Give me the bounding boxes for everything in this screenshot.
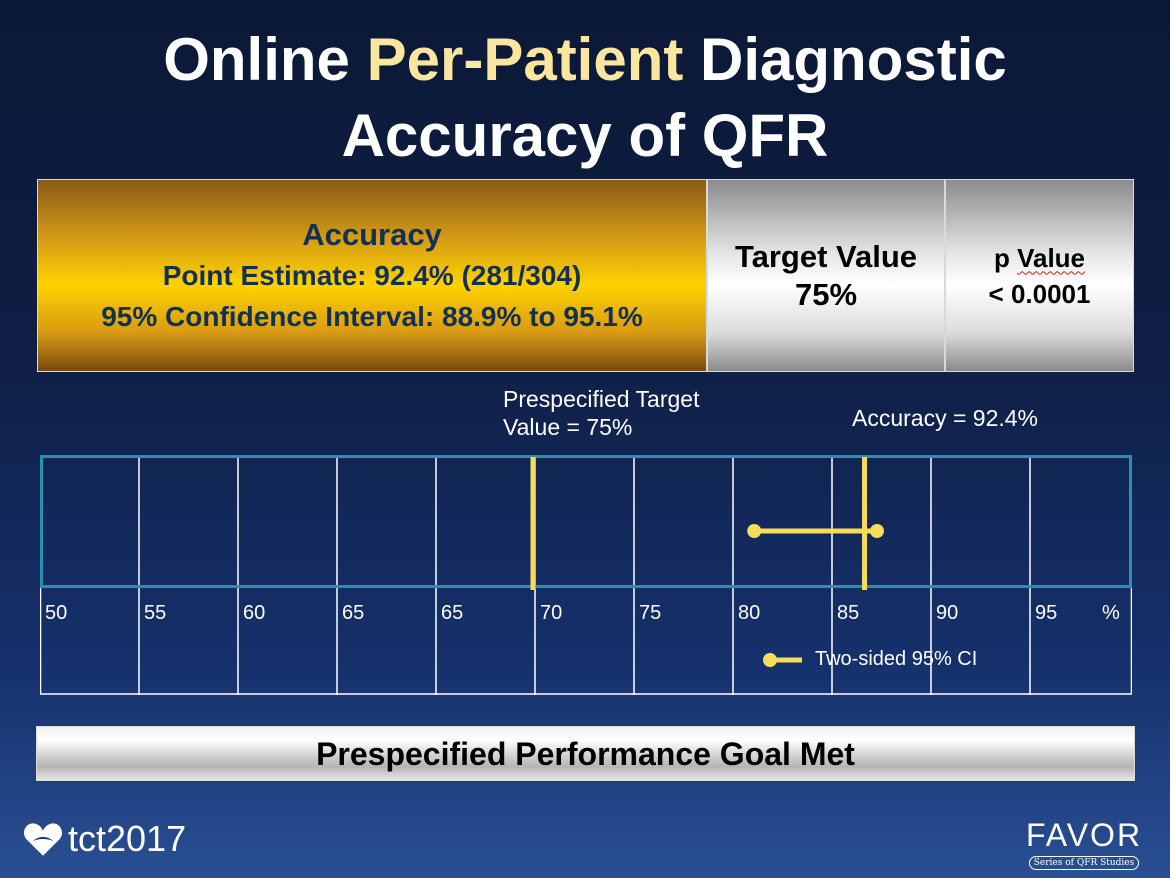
ci-high-point: [869, 524, 884, 538]
p-value-word: Value: [1017, 242, 1086, 273]
accuracy-annotation: Accuracy = 92.4%: [852, 405, 1039, 431]
p-value-number: < 0.0001: [988, 278, 1091, 309]
favor-logo-subtitle: Series of QFR Studies: [1028, 856, 1140, 870]
x-tick-label: 85: [837, 602, 860, 624]
x-tick-label: 95: [1035, 602, 1058, 624]
x-tick-label: 80: [738, 602, 761, 624]
accuracy-box: Accuracy Point Estimate: 92.4% (281/304)…: [37, 179, 707, 372]
confidence-interval-text: 95% Confidence Interval: 88.9% to 95.1%: [101, 301, 643, 332]
x-tick-label: 50: [45, 602, 68, 624]
title-highlight: Per-Patient: [366, 26, 684, 93]
target-value-label: Target Value: [734, 238, 918, 274]
ci-low-point: [747, 524, 762, 538]
title-line2: Accuracy of QFR: [341, 102, 829, 169]
favor-logo: FAVOR Series of QFR Studies: [1022, 818, 1146, 870]
x-tick-label: 70: [540, 602, 563, 624]
forest-plot: [40, 455, 1132, 695]
x-tick-label: 90: [936, 602, 959, 624]
target-annotation: Prespecified Target Value = 75%: [503, 385, 699, 441]
legend-ci-point: [763, 653, 777, 667]
p-value-prefix: p: [993, 242, 1018, 273]
point-estimate-text: Point Estimate: 92.4% (281/304): [162, 260, 582, 291]
heart-logo-icon: [24, 823, 62, 856]
target-annotation-line2: Value = 75%: [503, 414, 633, 440]
goal-banner: Prespecified Performance Goal Met: [36, 726, 1135, 781]
x-tick-label: 65: [441, 602, 464, 624]
x-tick-label: 60: [243, 602, 266, 624]
x-tick-label: 65: [342, 602, 365, 624]
accuracy-heading: Accuracy: [302, 217, 442, 252]
favor-logo-text: FAVOR: [1025, 817, 1143, 853]
legend-label: Two-sided 95% CI: [815, 648, 978, 670]
target-value-number: 75%: [794, 276, 858, 312]
slide-title: Online Per-Patient Diagnostic Accuracy o…: [0, 22, 1170, 174]
title-part1: Online: [163, 26, 367, 93]
title-part2: Diagnostic: [683, 26, 1007, 93]
x-tick-label: 75: [639, 602, 662, 624]
axis-panel-frame: [40, 586, 1132, 695]
forest-plot-svg: [40, 455, 1132, 695]
target-annotation-line1: Prespecified Target: [503, 386, 700, 412]
p-value-box: p Value < 0.0001: [945, 179, 1134, 372]
tct-logo: tct2017: [22, 818, 186, 860]
tct-logo-text: tct2017: [68, 818, 187, 859]
unit-label: %: [1102, 602, 1120, 624]
plot-area-border: [40, 455, 1132, 588]
target-value-box: Target Value 75%: [707, 179, 945, 372]
x-tick-label: 55: [144, 602, 167, 624]
